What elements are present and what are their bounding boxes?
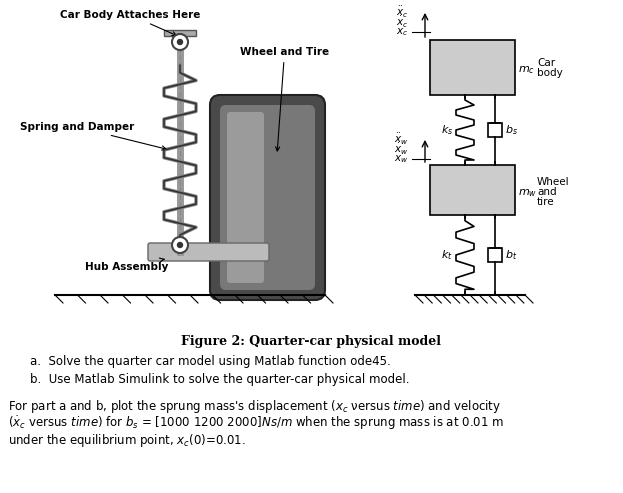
Circle shape xyxy=(178,243,183,247)
Text: $\ddot{x}_w$: $\ddot{x}_w$ xyxy=(394,132,408,146)
Text: Wheel and Tire: Wheel and Tire xyxy=(240,47,329,151)
Text: b.  Use Matlab Simulink to solve the quarter-car physical model.: b. Use Matlab Simulink to solve the quar… xyxy=(30,373,409,386)
FancyBboxPatch shape xyxy=(148,243,269,261)
Text: Car Body Attaches Here: Car Body Attaches Here xyxy=(60,10,201,35)
Circle shape xyxy=(172,237,188,253)
Text: For part a and b, plot the sprung mass's displacement ($x_c$ νersus $time$) and : For part a and b, plot the sprung mass's… xyxy=(8,398,501,415)
Text: Spring and Damper: Spring and Damper xyxy=(20,122,166,150)
Text: $\ddot{x}_c$: $\ddot{x}_c$ xyxy=(396,4,408,20)
Bar xyxy=(488,123,502,137)
Text: $k_s$: $k_s$ xyxy=(440,123,453,137)
Text: $m_w$: $m_w$ xyxy=(518,187,537,199)
Text: under the equilibrium point, $x_c(0)$=0.01.: under the equilibrium point, $x_c(0)$=0.… xyxy=(8,432,245,449)
Text: Car: Car xyxy=(537,59,555,69)
Text: $\dot{x}_c$: $\dot{x}_c$ xyxy=(396,14,408,30)
Text: Hub Assembly: Hub Assembly xyxy=(85,258,168,272)
Bar xyxy=(164,30,196,36)
Text: $k_t$: $k_t$ xyxy=(441,248,453,262)
Text: a.  Solve the quarter car model using Matlab function ode45.: a. Solve the quarter car model using Mat… xyxy=(30,355,391,368)
Text: Figure 2: Quarter-car physical model: Figure 2: Quarter-car physical model xyxy=(181,335,441,348)
Text: ($\dot{x}_c$ versus $time$) for $b_s$ = [1000 1200 2000]$Ns/m$ when the sprung m: ($\dot{x}_c$ versus $time$) for $b_s$ = … xyxy=(8,415,504,432)
Text: $b_t$: $b_t$ xyxy=(505,248,517,262)
FancyBboxPatch shape xyxy=(210,95,325,300)
Text: $m_c$: $m_c$ xyxy=(518,65,535,76)
Text: $x_c$: $x_c$ xyxy=(396,26,408,38)
Bar xyxy=(430,40,515,95)
Text: body: body xyxy=(537,69,563,78)
Text: tire: tire xyxy=(537,197,554,207)
FancyBboxPatch shape xyxy=(220,105,315,290)
Bar xyxy=(430,165,515,215)
Text: $x_w$: $x_w$ xyxy=(394,153,408,165)
Circle shape xyxy=(178,39,183,44)
Circle shape xyxy=(172,34,188,50)
Text: and: and xyxy=(537,187,556,197)
Text: $\dot{x}_w$: $\dot{x}_w$ xyxy=(394,141,408,156)
FancyBboxPatch shape xyxy=(227,112,264,283)
Text: Wheel: Wheel xyxy=(537,177,569,187)
Text: $b_s$: $b_s$ xyxy=(505,123,518,137)
Bar xyxy=(488,248,502,262)
